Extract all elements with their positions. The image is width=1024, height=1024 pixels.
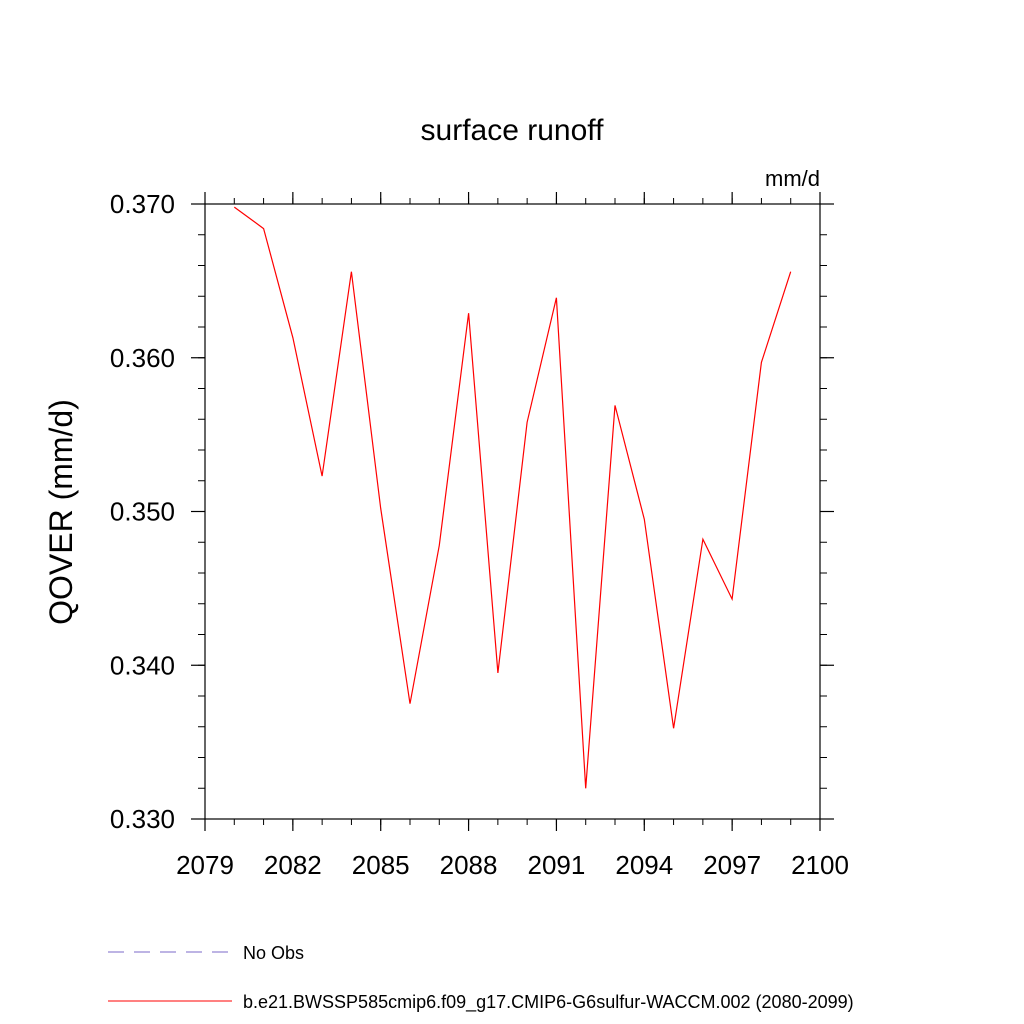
x-tick-label: 2088 [440, 850, 498, 880]
x-tick-label: 2091 [528, 850, 586, 880]
x-tick-label: 2097 [703, 850, 761, 880]
series-group [233, 206, 792, 789]
x-tick-label: 2094 [615, 850, 673, 880]
series-line [233, 206, 792, 789]
x-tick-label: 2082 [264, 850, 322, 880]
legend-label: b.e21.BWSSP585cmip6.f09_g17.CMIP6-G6sulf… [243, 992, 854, 1013]
y-tick-label: 0.340 [110, 650, 175, 680]
units-label: mm/d [765, 166, 820, 191]
y-tick-label: 0.330 [110, 804, 175, 834]
x-tick-label: 2100 [791, 850, 849, 880]
y-axis-label: QOVER (mm/d) [43, 399, 79, 625]
axis-ticks [191, 192, 834, 831]
y-tick-label: 0.350 [110, 497, 175, 527]
x-tick-label: 2079 [176, 850, 234, 880]
legend: No Obs b.e21.BWSSP585cmip6.f09_g17.CMIP6-… [108, 943, 854, 1013]
tick-labels: 2079 2082 2085 2088 2091 2094 2097 2100 0.330 0.3… [110, 189, 849, 880]
legend-label: No Obs [243, 943, 304, 963]
chart-title: surface runoff [421, 114, 605, 147]
y-tick-label: 0.360 [110, 343, 175, 373]
plot-frame [204, 203, 821, 820]
y-tick-label: 0.370 [110, 189, 175, 219]
x-tick-label: 2085 [352, 850, 410, 880]
